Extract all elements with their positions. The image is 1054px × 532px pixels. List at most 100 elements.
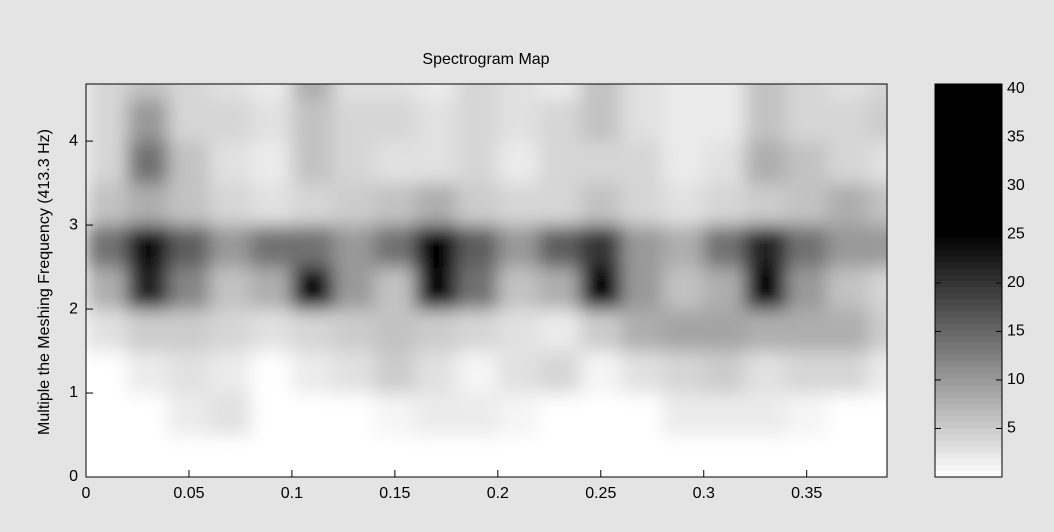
heatmap-cell [86, 84, 128, 100]
y-tick-label: 0 [69, 468, 78, 485]
colorbar-tick-label: 10 [1007, 371, 1025, 388]
colorbar-tick-label: 15 [1007, 323, 1025, 340]
heatmap-cell [786, 183, 828, 226]
colorbar-band [935, 317, 1002, 324]
colorbar-band [935, 458, 1002, 466]
heatmap-cell [168, 267, 211, 310]
x-tick-label: 0.25 [585, 485, 616, 502]
colorbar-band [935, 397, 1002, 404]
colorbar-band [935, 163, 1002, 171]
colorbar-band [935, 298, 1002, 306]
colorbar-band [935, 470, 1002, 478]
colorbar-band [935, 108, 1002, 116]
heatmap-cell [168, 351, 211, 394]
colorbar-band [935, 206, 1002, 214]
heatmap-cell [868, 435, 887, 477]
heatmap-cell [580, 393, 622, 436]
heatmap-cell [539, 351, 581, 394]
heatmap-cell [703, 141, 746, 184]
colorbar-band [935, 219, 1002, 226]
heatmap-cell [497, 84, 540, 100]
heatmap-cell [415, 225, 458, 268]
heatmap-cell [621, 225, 664, 268]
y-tick-label: 3 [69, 216, 78, 233]
heatmap-cell [539, 141, 581, 184]
heatmap-cell [86, 435, 128, 477]
x-tick-label: 0.1 [281, 485, 303, 502]
x-tick-label: 0 [82, 485, 91, 502]
heatmap-cell [621, 267, 664, 310]
x-tick-label: 0.3 [693, 485, 715, 502]
heatmap-cell [456, 309, 499, 352]
heatmap-cell [209, 393, 252, 436]
heatmap-cell [127, 393, 169, 436]
colorbar-band [935, 335, 1002, 343]
colorbar-band [935, 126, 1002, 134]
heatmap-cell [415, 99, 458, 142]
colorbar-band [935, 415, 1002, 423]
heatmap-cell [580, 309, 622, 352]
heatmap-cell [539, 183, 581, 226]
heatmap-cell [333, 435, 375, 477]
colorbar-band [935, 231, 1002, 239]
heatmap-cell [868, 183, 887, 226]
colorbar-band [935, 114, 1002, 122]
heatmap-cell [827, 183, 869, 226]
heatmap-cell [209, 99, 252, 142]
heatmap-cell [291, 435, 334, 477]
heatmap-cell [580, 84, 622, 100]
heatmap-cell [86, 99, 128, 142]
heatmap-cell [827, 267, 869, 310]
heatmap-cell [539, 435, 581, 477]
heatmap-cell [333, 351, 375, 394]
heatmap-cell [703, 183, 746, 226]
heatmap-cell [662, 351, 705, 394]
heatmap-cell [580, 351, 622, 394]
heatmap-cell [415, 435, 458, 477]
heatmap-cell [539, 84, 581, 100]
heatmap-cell [456, 84, 499, 100]
heatmap-cell [415, 183, 458, 226]
heatmap-cell [827, 225, 869, 268]
colorbar-band [935, 446, 1002, 453]
colorbar-tick-label: 20 [1007, 274, 1025, 291]
heatmap-cell [621, 141, 664, 184]
colorbar-band [935, 96, 1002, 103]
heatmap-cell [333, 393, 375, 436]
heatmap-cell [703, 351, 746, 394]
colorbar-band [935, 139, 1002, 146]
heatmap-cell [374, 309, 416, 352]
heatmap-cell [621, 84, 664, 100]
heatmap-cell [744, 84, 787, 100]
heatmap-cell [456, 267, 499, 310]
colorbar-band [935, 366, 1002, 374]
heatmap-cell [744, 309, 787, 352]
colorbar-band [935, 354, 1002, 361]
colorbar-tick-label: 30 [1007, 177, 1025, 194]
heatmap-cell [827, 309, 869, 352]
y-tick-label: 4 [69, 132, 78, 149]
colorbar-band [935, 403, 1002, 410]
heatmap-cell [333, 225, 375, 268]
heatmap-cell [786, 99, 828, 142]
heatmap-cell [374, 183, 416, 226]
heatmap-cell [127, 84, 169, 100]
heatmap-cell [127, 267, 169, 310]
colorbar-band [935, 305, 1002, 312]
heatmap-cell [662, 225, 705, 268]
heatmap-cell [868, 225, 887, 268]
heatmap-cell [250, 435, 293, 477]
heatmap-cell [580, 225, 622, 268]
heatmap-cell [868, 99, 887, 142]
heatmap-cell [127, 225, 169, 268]
heatmap-cell [127, 99, 169, 142]
heatmap-cell [497, 267, 540, 310]
colorbar-tick-label: 25 [1007, 226, 1025, 243]
heatmap-cell [744, 225, 787, 268]
heatmap-cell [86, 141, 128, 184]
heatmap-cell [539, 267, 581, 310]
colorbar-band [935, 341, 1002, 349]
heatmap-cell [127, 141, 169, 184]
heatmap-cell [703, 225, 746, 268]
heatmap-cell [333, 99, 375, 142]
